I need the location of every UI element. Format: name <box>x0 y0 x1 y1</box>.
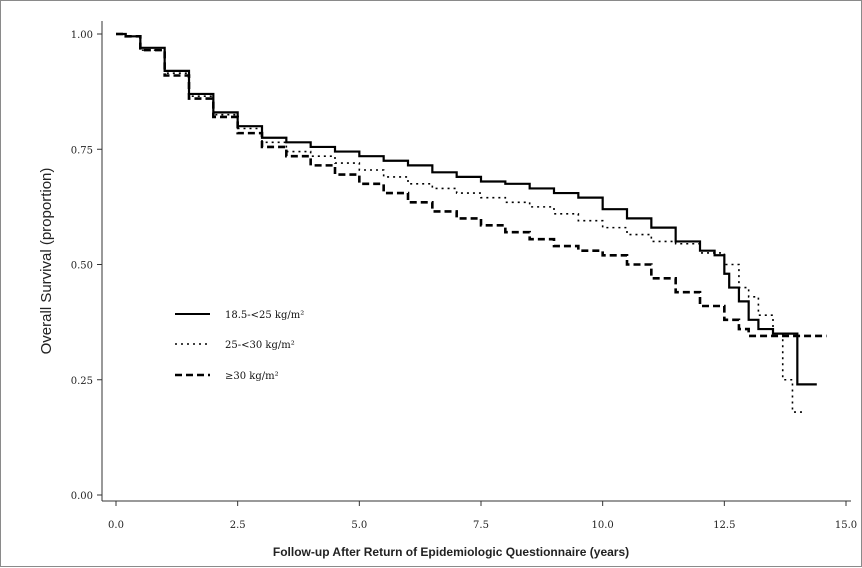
legend: 18.5-<25 kg/m² 25-<30 kg/m² ≥30 kg/m² <box>175 310 304 382</box>
series-line-dotted <box>116 33 803 413</box>
y-axis-title: Overall Survival (proportion) <box>38 168 55 355</box>
y-tick-label: 0.00 <box>71 491 93 502</box>
legend-label: 18.5-<25 kg/m² <box>225 310 304 321</box>
x-axis-title: Follow-up After Return of Epidemiologic … <box>273 545 629 559</box>
legend-item-normal: 18.5-<25 kg/m² <box>175 310 304 321</box>
x-tick-label: 2.5 <box>230 520 246 531</box>
series-line-solid <box>116 32 817 386</box>
x-tick-label: 10.0 <box>592 520 614 531</box>
series-line-dashed <box>116 32 827 338</box>
y-tick-label: 0.75 <box>71 145 93 156</box>
x-tick-label: 0.0 <box>108 520 124 531</box>
x-tick-label: 15.0 <box>835 520 857 531</box>
x-tick-label: 7.5 <box>473 520 489 531</box>
y-tick-label: 1.00 <box>71 30 93 41</box>
x-tick-label: 12.5 <box>713 520 735 531</box>
y-tick-label: 0.50 <box>71 261 93 272</box>
axes <box>101 21 851 502</box>
x-tick-label: 5.0 <box>351 520 367 531</box>
legend-label: ≥30 kg/m² <box>225 371 279 382</box>
y-tick-label: 0.25 <box>71 376 93 387</box>
legend-label: 25-<30 kg/m² <box>225 340 295 351</box>
series <box>116 32 827 413</box>
legend-item-obese: ≥30 kg/m² <box>175 371 279 382</box>
legend-item-overweight: 25-<30 kg/m² <box>175 340 295 351</box>
ticks: 0.0 2.5 5.0 7.5 10.0 12.5 15.0 0.00 0.25 0.50 0.75… <box>71 30 857 531</box>
